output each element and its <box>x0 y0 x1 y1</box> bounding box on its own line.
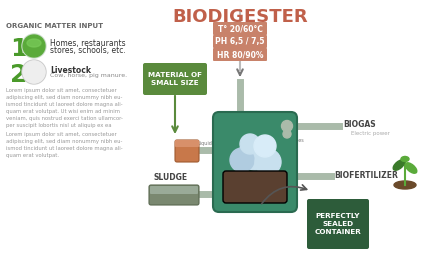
Text: BIOFERTILIZER: BIOFERTILIZER <box>334 171 398 179</box>
FancyBboxPatch shape <box>213 112 297 212</box>
Circle shape <box>255 149 281 175</box>
Ellipse shape <box>405 163 417 173</box>
Ellipse shape <box>401 157 409 162</box>
FancyBboxPatch shape <box>150 186 198 194</box>
Ellipse shape <box>394 181 416 189</box>
FancyBboxPatch shape <box>213 48 267 61</box>
Text: 1: 1 <box>10 37 28 61</box>
Circle shape <box>230 148 254 172</box>
Text: PERFECTLY
SEALED
CONTAINER: PERFECTLY SEALED CONTAINER <box>315 213 362 235</box>
Text: stores, schools, etc.: stores, schools, etc. <box>50 46 126 55</box>
FancyBboxPatch shape <box>223 171 287 203</box>
FancyBboxPatch shape <box>149 185 199 205</box>
Circle shape <box>283 130 291 138</box>
Ellipse shape <box>393 160 405 170</box>
Circle shape <box>281 120 293 132</box>
Text: ORGANIC MATTER INPUT: ORGANIC MATTER INPUT <box>6 23 103 29</box>
FancyBboxPatch shape <box>213 22 267 35</box>
Circle shape <box>23 61 45 83</box>
Text: T° 20/60°C: T° 20/60°C <box>217 24 262 33</box>
Ellipse shape <box>27 39 41 47</box>
Circle shape <box>22 34 46 58</box>
Text: BIOGAS: BIOGAS <box>343 120 375 129</box>
FancyBboxPatch shape <box>143 63 207 95</box>
Text: Gases: Gases <box>290 137 305 143</box>
Text: Sludge: Sludge <box>246 199 263 204</box>
Text: Lorem ipsum dolor sit amet, consectetuer
adipiscing elit, sed diam nonummy nibh : Lorem ipsum dolor sit amet, consectetuer… <box>6 88 123 128</box>
Text: Lorem ipsum dolor sit amet, consectetuer
adipiscing elit, sed diam nonummy nibh : Lorem ipsum dolor sit amet, consectetuer… <box>6 132 123 158</box>
Text: Electric power: Electric power <box>351 130 390 136</box>
Text: Cow, horse, pig manure.: Cow, horse, pig manure. <box>50 73 127 78</box>
Circle shape <box>22 60 46 84</box>
Text: PH 6,5 / 7,5: PH 6,5 / 7,5 <box>215 37 265 46</box>
Text: Homes, restaurants: Homes, restaurants <box>50 39 126 48</box>
Text: MATERIAL OF
SMALL SIZE: MATERIAL OF SMALL SIZE <box>148 72 202 86</box>
Circle shape <box>23 35 45 57</box>
Circle shape <box>254 135 276 157</box>
Text: HR 80/90%: HR 80/90% <box>217 50 263 59</box>
Text: 2: 2 <box>10 63 27 87</box>
FancyBboxPatch shape <box>175 140 199 162</box>
Text: SLUDGE: SLUDGE <box>154 173 188 182</box>
Text: Livestock: Livestock <box>50 66 91 75</box>
Text: BIODIGESTER: BIODIGESTER <box>172 8 308 26</box>
FancyBboxPatch shape <box>307 199 369 249</box>
FancyBboxPatch shape <box>213 35 267 48</box>
Circle shape <box>240 134 260 154</box>
Text: Liquid: Liquid <box>197 141 213 146</box>
Circle shape <box>239 138 271 170</box>
FancyBboxPatch shape <box>175 140 199 147</box>
